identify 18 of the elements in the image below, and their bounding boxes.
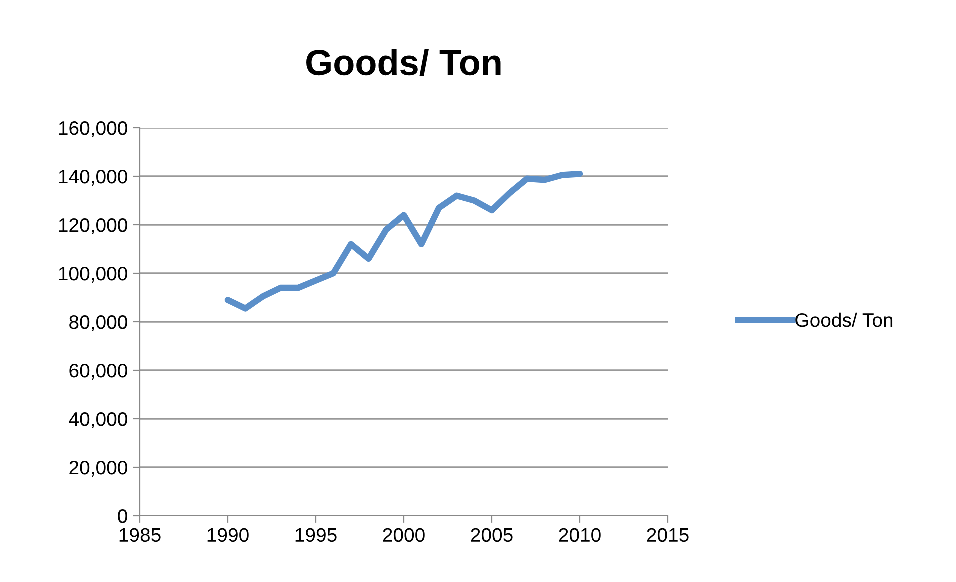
- y-tick-label: 100,000: [59, 266, 128, 284]
- y-tick-label: 0: [118, 509, 128, 524]
- x-tick-label: 2005: [471, 528, 513, 542]
- y-tick-label: 40,000: [69, 412, 128, 429]
- x-tick-label: 2015: [647, 528, 689, 542]
- y-tick-label: 20,000: [70, 460, 128, 478]
- x-tick-label: 2010: [559, 528, 601, 542]
- y-tick-label: 60,000: [70, 364, 128, 380]
- y-tick-label: 120,000: [59, 218, 128, 235]
- x-tick-label: 1985: [120, 528, 161, 542]
- y-tick-label: 160,000: [59, 121, 128, 138]
- x-tick-label: 1990: [208, 528, 249, 542]
- chart-title: Goods/ Ton: [306, 49, 501, 76]
- legend-label: Goods/ Ton: [796, 312, 893, 328]
- x-tick-label: 1995: [296, 528, 337, 542]
- y-tick-label: 80,000: [70, 315, 128, 332]
- x-tick-label: 2000: [383, 528, 425, 542]
- y-tick-label: 140,000: [59, 170, 128, 186]
